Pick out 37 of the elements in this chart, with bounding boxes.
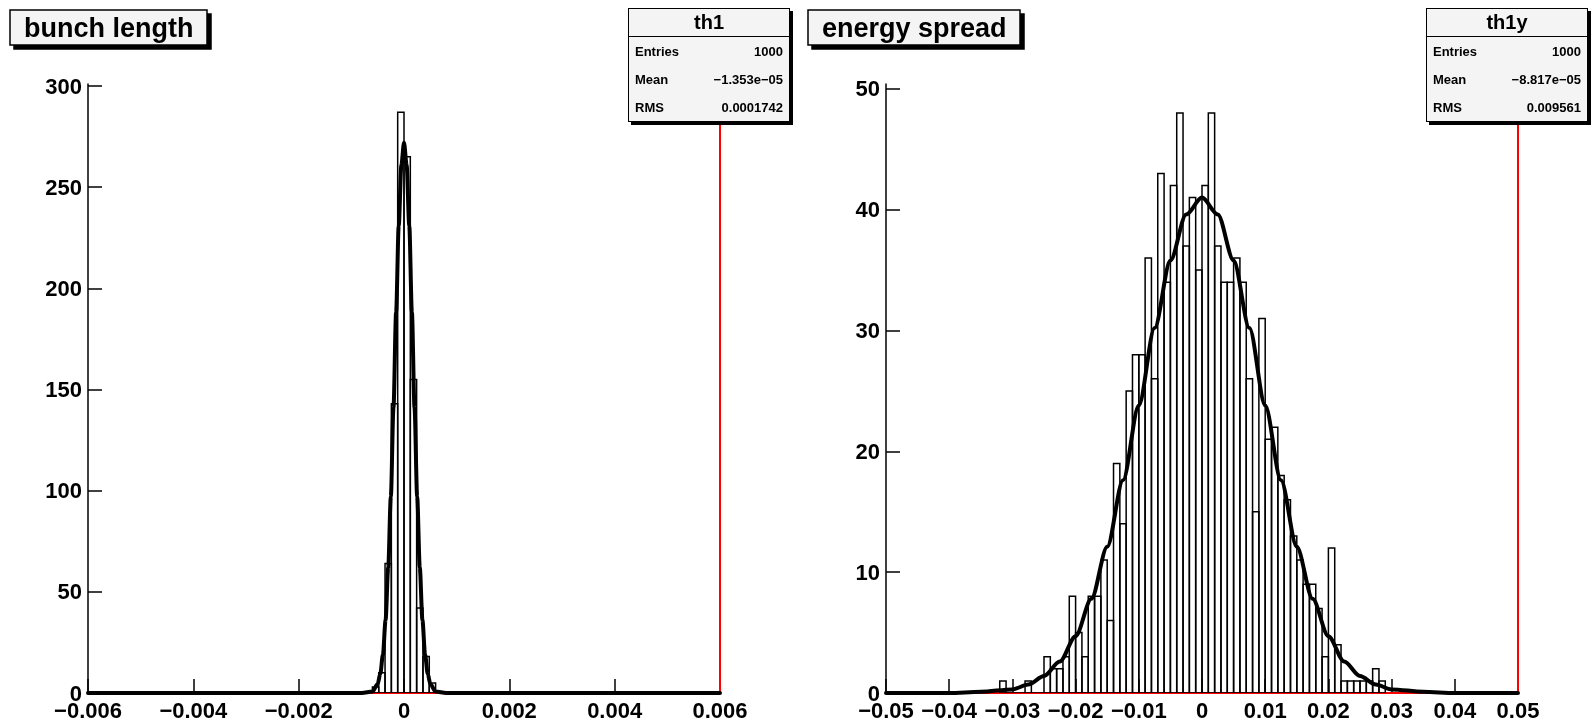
x-tick-label: −0.004	[159, 697, 229, 723]
x-tick-label: 0	[1195, 697, 1209, 723]
annotation: Mean	[1433, 72, 1467, 87]
y-tick-label: 150	[45, 377, 82, 403]
y-tick-label: 50	[57, 579, 82, 605]
annotation: Mean	[635, 72, 669, 87]
chart-title: bunch length	[24, 12, 194, 43]
y-tick-label: 100	[45, 478, 82, 504]
x-tick-label: 0.04	[1433, 697, 1477, 723]
x-tick-label: −0.02	[1047, 697, 1104, 723]
x-tick-label: 0	[397, 697, 411, 723]
annotation: −8.817e−05	[1511, 72, 1581, 87]
y-tick-label: 300	[45, 73, 82, 99]
stats-box: th1y Entries 1000 Mean −8.817e−05 RMS 0.009561	[1426, 8, 1588, 122]
annotation: RMS	[635, 100, 664, 115]
x-tick-label: −0.01	[1110, 697, 1167, 723]
y-tick-label: 50	[855, 76, 880, 102]
x-tick-label: 0.006	[692, 697, 748, 723]
x-tick-label: 0.01	[1243, 697, 1287, 723]
x-tick-label: −0.03	[984, 697, 1041, 723]
annotation: RMS	[1433, 100, 1462, 115]
y-tick-label: 10	[855, 559, 880, 585]
x-tick-label: 0.002	[481, 697, 537, 723]
annotation: −1.353e−05	[713, 72, 783, 87]
y-tick-label: 200	[45, 275, 82, 301]
x-tick-label: 0.05	[1496, 697, 1540, 723]
chart-title: energy spread	[822, 12, 1007, 43]
y-tick-label: 250	[45, 174, 82, 200]
stats-box: th1 Entries 1000 Mean −1.353e−05 RMS 0.0001742	[628, 8, 790, 122]
x-tick-label: 0.004	[587, 697, 643, 723]
y-tick-label: 40	[855, 197, 880, 223]
x-tick-label: −0.04	[921, 697, 978, 723]
x-tick-label: 0.03	[1370, 697, 1414, 723]
x-tick-label: −0.002	[264, 697, 333, 723]
y-tick-label: 30	[855, 318, 880, 343]
x-tick-label: 0.02	[1306, 697, 1350, 723]
y-tick-label: 20	[855, 438, 880, 464]
